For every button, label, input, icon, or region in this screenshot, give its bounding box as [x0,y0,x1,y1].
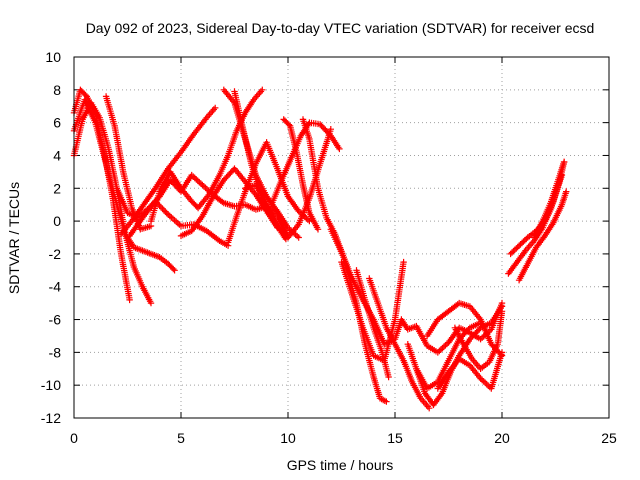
data-point-markers [530,158,568,241]
x-tick-label: 5 [177,430,185,446]
y-tick-label: 8 [53,82,61,98]
y-tick-label: -8 [49,344,62,360]
data-point-markers [515,188,570,284]
data-point-markers [413,319,484,392]
x-tick-label: 25 [601,430,617,446]
y-tick-label: 6 [53,115,61,131]
y-tick-label: 10 [45,49,61,65]
series-arc-6 [117,104,219,238]
data-point-markers [267,119,343,210]
data-point-markers [353,267,392,381]
y-tick-label: 2 [53,180,61,196]
y-tick-label: -6 [49,312,62,328]
series-arc-11 [224,139,313,246]
y-tick-label: 4 [53,147,61,163]
data-point-markers [117,104,219,238]
data-point-markers [147,86,266,225]
series-arc-15 [280,116,322,233]
chart-title: Day 092 of 2023, Sidereal Day-to-day VTE… [86,20,595,36]
series-arc-28 [515,188,570,284]
series-arc-22 [413,319,484,392]
series-arc-25 [451,308,506,372]
plot-frame [73,56,610,419]
data-points [70,86,570,412]
x-axis-label: GPS time / hours [287,457,394,473]
y-tick-label: -4 [49,279,62,295]
tick-labels: 0 5 10 15 20 25 -12 -10 -8 -6 -4 -2 0 2 4 6 8 10 [41,49,617,446]
data-point-markers [434,349,506,392]
series-arc-8 [147,86,266,225]
series-arc-20 [366,275,433,412]
data-point-markers [366,275,433,412]
data-point-markers [102,93,155,233]
y-tick-label: 0 [53,213,61,229]
series-arc-13 [242,126,334,241]
y-tick-label: -10 [41,377,61,393]
series-arc-14 [267,119,343,210]
series-arc-19 [353,267,392,381]
x-tick-label: 20 [494,430,510,446]
y-axis-label: SDTVAR / TECUs [6,182,22,294]
series-arc-29 [530,158,568,241]
series-arc-23 [423,299,506,359]
data-point-markers [224,139,313,246]
series-arc-4 [102,93,155,233]
y-tick-label: -2 [49,246,62,262]
data-point-markers [242,126,334,241]
data-point-markers [280,116,322,233]
data-point-markers [423,299,506,359]
data-point-markers [451,308,506,372]
series-arc-24 [434,349,506,392]
x-tick-label: 15 [387,430,403,446]
x-tick-label: 0 [70,430,78,446]
x-tick-label: 10 [280,430,296,446]
y-tick-label: -12 [41,410,61,426]
